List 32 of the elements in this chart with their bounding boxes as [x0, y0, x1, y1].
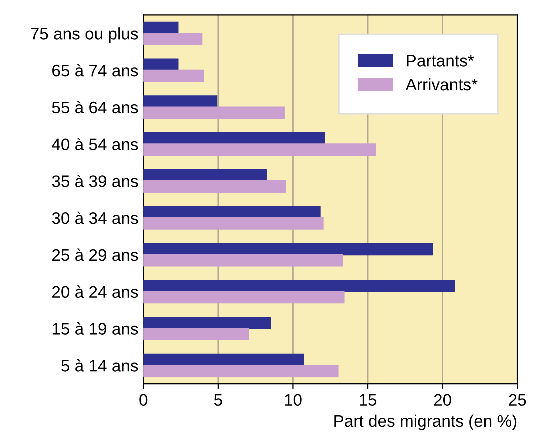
- x-tick-label: 0: [140, 394, 148, 406]
- bar: [144, 254, 344, 267]
- y-tick-label: 55 à 64 ans: [52, 101, 138, 114]
- bar: [144, 291, 345, 304]
- y-tick-label: 65 à 74 ans: [52, 64, 138, 77]
- x-tick-label: 15: [360, 394, 377, 406]
- y-tick-label: 30 à 34 ans: [52, 212, 138, 224]
- y-tick-label: 25 à 29 ans: [52, 248, 138, 262]
- x-tick-label: 10: [285, 394, 302, 406]
- bar: [144, 217, 324, 230]
- y-tick-label: 75 ans ou plus: [31, 28, 138, 44]
- bar: [144, 328, 250, 341]
- y-tick-label: 40 à 54 ans: [52, 138, 138, 151]
- bar: [144, 144, 376, 156]
- bar: [144, 364, 339, 378]
- y-tick-label: 20 à 24 ans: [52, 286, 138, 298]
- y-tick-label: 35 à 39 ans: [52, 174, 138, 188]
- bar: [144, 70, 204, 82]
- bar: [144, 180, 286, 193]
- bar: [144, 32, 203, 46]
- bar: [144, 106, 285, 120]
- bar: [144, 280, 456, 293]
- bar: [144, 316, 272, 330]
- x-axis-title: Part des migrants (en %): [334, 414, 517, 430]
- legend-label: Partants*: [407, 55, 474, 67]
- x-tick-label: 5: [214, 394, 222, 406]
- y-tick-label: 15 à 19 ans: [52, 322, 138, 335]
- x-tick-label: 25: [509, 394, 526, 406]
- y-tick-label: 5 à 14 ans: [62, 359, 138, 372]
- x-tick-label: 20: [434, 394, 452, 406]
- legend-label: Arrivants*: [406, 78, 478, 91]
- bar: [144, 243, 434, 256]
